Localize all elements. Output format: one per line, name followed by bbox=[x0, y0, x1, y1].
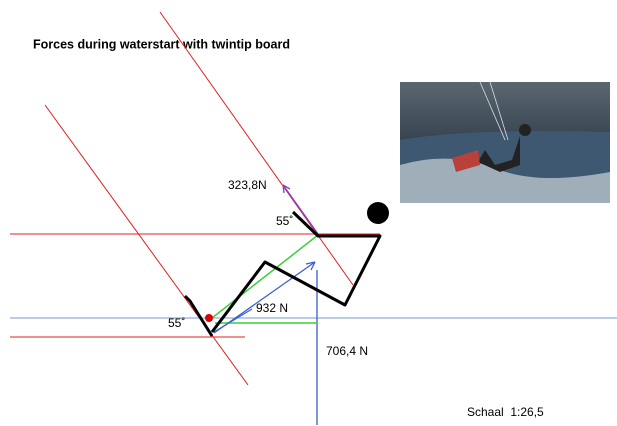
angle-label: 55˚ bbox=[168, 316, 185, 330]
angle-label: 55˚ bbox=[276, 214, 293, 228]
photo bbox=[400, 81, 610, 203]
figure bbox=[183, 202, 389, 337]
scale-label: Schaal 1:26,5 bbox=[467, 405, 544, 419]
force-label: 706,4 N bbox=[326, 344, 368, 358]
force-label: 323,8N bbox=[228, 178, 267, 192]
reference-lines bbox=[10, 11, 617, 386]
force-label: 932 N bbox=[256, 301, 288, 315]
title: Forces during waterstart with twintip bo… bbox=[33, 37, 290, 51]
force-vectors bbox=[211, 184, 319, 425]
